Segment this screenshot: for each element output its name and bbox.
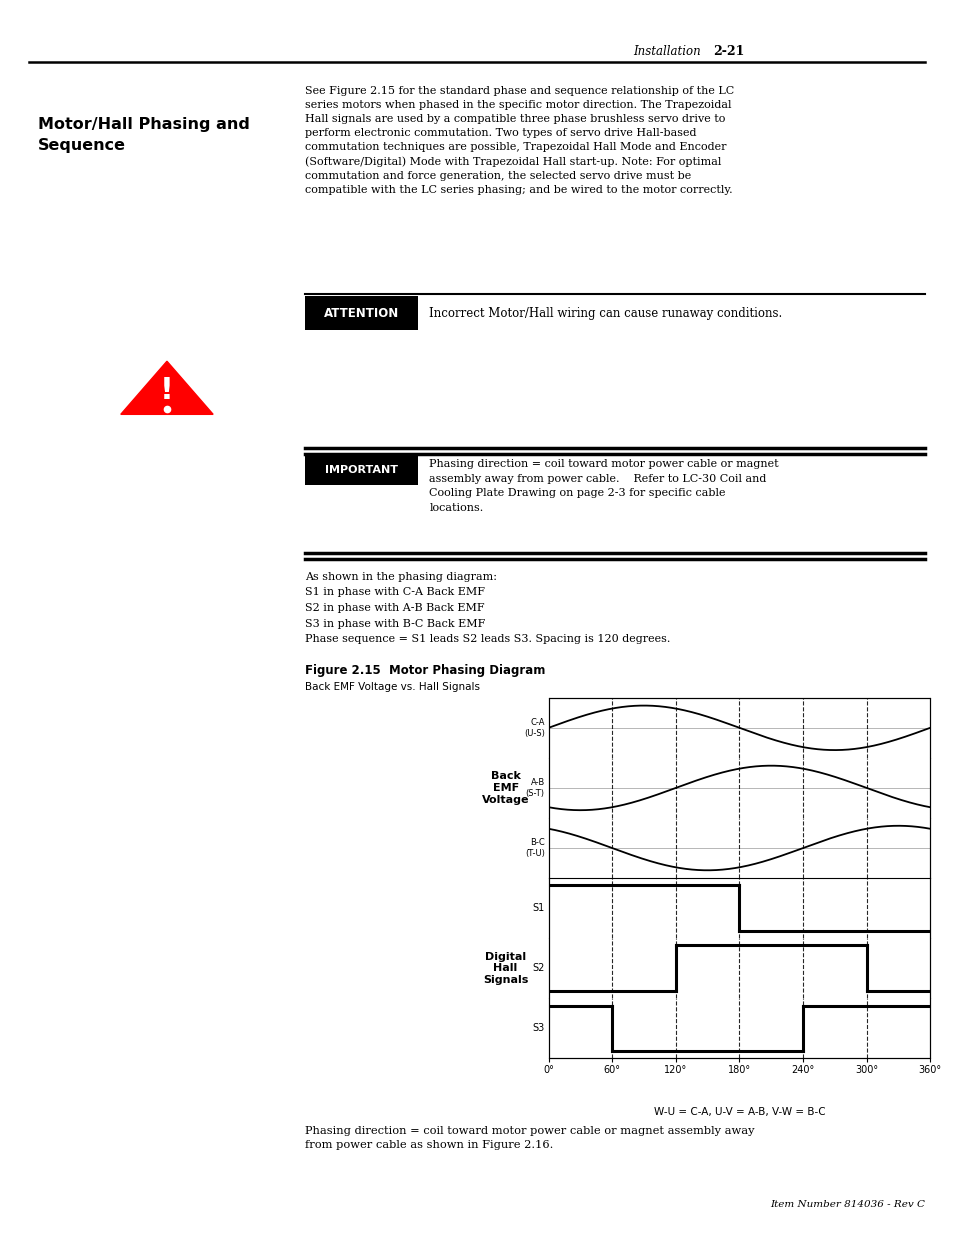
Text: S1: S1 bbox=[532, 903, 544, 913]
Text: !: ! bbox=[160, 377, 173, 405]
Text: Item Number 814036 - Rev C: Item Number 814036 - Rev C bbox=[770, 1199, 924, 1209]
Text: See Figure 2.15 for the standard phase and sequence relationship of the LC
serie: See Figure 2.15 for the standard phase a… bbox=[305, 86, 734, 195]
Text: Figure 2.15  Motor Phasing Diagram: Figure 2.15 Motor Phasing Diagram bbox=[305, 664, 545, 678]
Text: Incorrect Motor/Hall wiring can cause runaway conditions.: Incorrect Motor/Hall wiring can cause ru… bbox=[429, 306, 781, 320]
Text: Digital
Hall
Signals: Digital Hall Signals bbox=[482, 952, 528, 984]
Text: W-U = C-A, U-V = A-B, V-W = B-C: W-U = C-A, U-V = A-B, V-W = B-C bbox=[653, 1107, 824, 1116]
Text: Motor/Hall Phasing and
Sequence: Motor/Hall Phasing and Sequence bbox=[38, 117, 250, 153]
Text: B-C
(T-U): B-C (T-U) bbox=[524, 839, 544, 858]
Text: ATTENTION: ATTENTION bbox=[324, 306, 398, 320]
Text: Installation: Installation bbox=[633, 46, 700, 58]
Text: C-A
(U-S): C-A (U-S) bbox=[523, 718, 544, 737]
Text: Back EMF Voltage vs. Hall Signals: Back EMF Voltage vs. Hall Signals bbox=[305, 682, 479, 692]
Text: S3: S3 bbox=[532, 1024, 544, 1034]
Text: IMPORTANT: IMPORTANT bbox=[325, 464, 397, 475]
Text: Back
EMF
Voltage: Back EMF Voltage bbox=[481, 772, 529, 804]
Polygon shape bbox=[121, 362, 213, 415]
Text: As shown in the phasing diagram:
S1 in phase with C-A Back EMF
S2 in phase with : As shown in the phasing diagram: S1 in p… bbox=[305, 572, 670, 645]
Text: 2-21: 2-21 bbox=[713, 46, 744, 58]
Text: S2: S2 bbox=[532, 963, 544, 973]
Text: Phasing direction = coil toward motor power cable or magnet assembly away
from p: Phasing direction = coil toward motor po… bbox=[305, 1126, 754, 1150]
Text: A-B
(S-T): A-B (S-T) bbox=[525, 778, 544, 798]
Text: Phasing direction = coil toward motor power cable or magnet
assembly away from p: Phasing direction = coil toward motor po… bbox=[429, 459, 778, 513]
